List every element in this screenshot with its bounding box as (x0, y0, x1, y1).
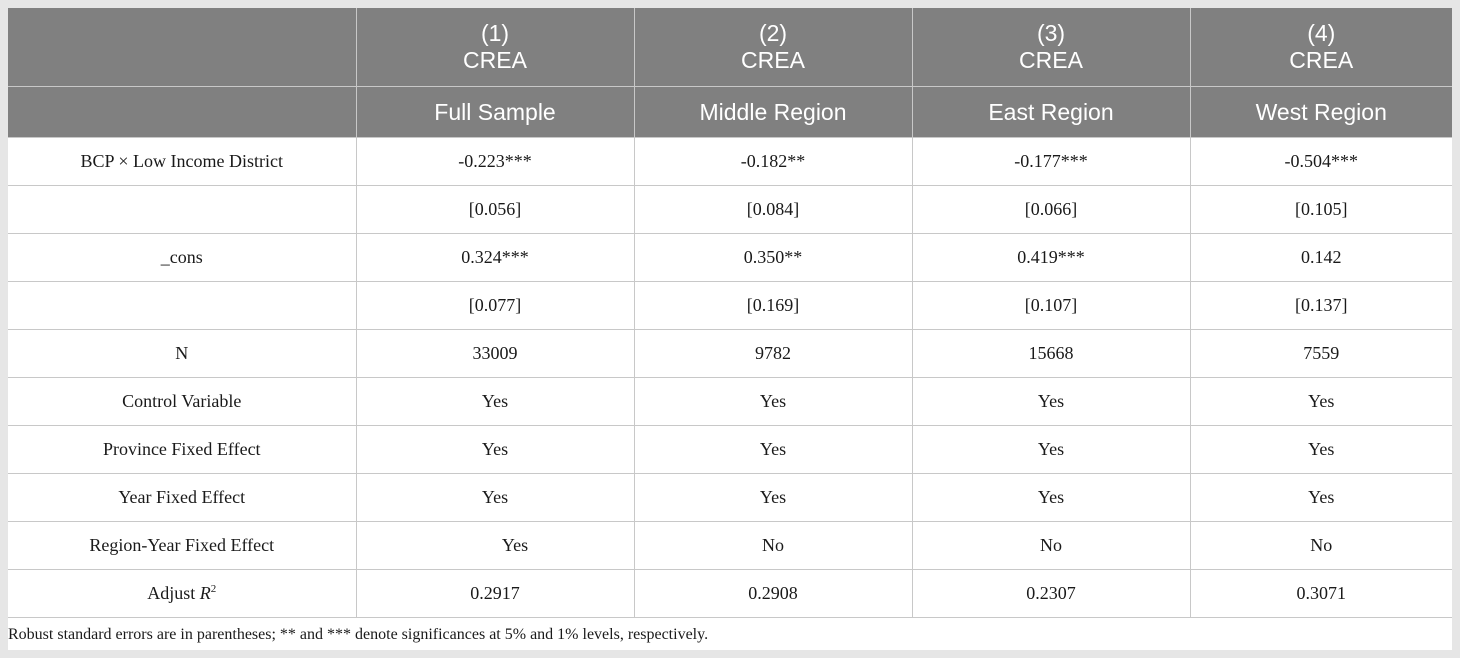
dependent-variable: CREA (1019, 47, 1083, 73)
table-row: BCP × Low Income District -0.223*** -0.1… (8, 137, 1452, 186)
header-row-samples: Full Sample Middle Region East Region We… (8, 86, 1452, 138)
table-cell: 0.324*** (355, 233, 634, 282)
dependent-variable: CREA (741, 47, 805, 73)
table-cell: Yes (1189, 473, 1452, 522)
table-cell: [0.066] (911, 185, 1190, 234)
table-cell: 7559 (1189, 329, 1452, 378)
table-cell: 0.2908 (633, 569, 912, 618)
table-cell: Yes (1189, 425, 1452, 474)
table-cell: 0.3071 (1189, 569, 1452, 618)
table-cell: Yes (355, 521, 634, 570)
sample-label-2: Middle Region (633, 86, 912, 138)
row-label: Year Fixed Effect (8, 473, 356, 522)
table-row: Year Fixed Effect Yes Yes Yes Yes (8, 473, 1452, 522)
table-cell: No (633, 521, 912, 570)
table-frame: (1) CREA (2) CREA (3) CREA (4) CREA (8, 8, 1452, 650)
table-cell: No (1189, 521, 1452, 570)
table-cell: 15668 (911, 329, 1190, 378)
sample-label-3: East Region (911, 86, 1190, 138)
row-label: _cons (8, 233, 356, 282)
row-label (8, 185, 356, 234)
sample-label-4: West Region (1189, 86, 1452, 138)
header-corner-lower (8, 86, 356, 138)
table-cell: Yes (911, 377, 1190, 426)
table-cell: 33009 (355, 329, 634, 378)
table-cell: Yes (1189, 377, 1452, 426)
table-cell: 0.142 (1189, 233, 1452, 282)
header-row-models: (1) CREA (2) CREA (3) CREA (4) CREA (8, 8, 1452, 87)
table-cell: [0.084] (633, 185, 912, 234)
table-cell: [0.077] (355, 281, 634, 330)
table-row: Control Variable Yes Yes Yes Yes (8, 377, 1452, 426)
row-label-variable: R (199, 583, 211, 603)
table-cell: -0.504*** (1189, 137, 1452, 186)
table-cell: -0.182** (633, 137, 912, 186)
row-label: Province Fixed Effect (8, 425, 356, 474)
table-cell: Yes (633, 425, 912, 474)
table-cell: Yes (355, 377, 634, 426)
column-number: (2) (758, 20, 788, 46)
table-cell: Yes (633, 473, 912, 522)
row-label: Control Variable (8, 377, 356, 426)
table-cell: 0.2917 (355, 569, 634, 618)
table-cell: No (911, 521, 1190, 570)
table-cell: Yes (355, 425, 634, 474)
table-cell: Yes (911, 473, 1190, 522)
dependent-variable: CREA (463, 47, 527, 73)
regression-table: (1) CREA (2) CREA (3) CREA (4) CREA (8, 8, 1452, 618)
table-row: Province Fixed Effect Yes Yes Yes Yes (8, 425, 1452, 474)
table-cell: 9782 (633, 329, 912, 378)
table-cell: 0.419*** (911, 233, 1190, 282)
table-row: N 33009 9782 15668 7559 (8, 329, 1452, 378)
table-cell: 0.350** (633, 233, 912, 282)
row-label: N (8, 329, 356, 378)
table-cell: [0.137] (1189, 281, 1452, 330)
row-label: Adjust R2 (8, 569, 356, 618)
column-header-3: (3) CREA (911, 8, 1190, 87)
table-row: [0.077] [0.169] [0.107] [0.137] (8, 281, 1452, 330)
table-cell: 0.2307 (911, 569, 1190, 618)
table-cell: -0.177*** (911, 137, 1190, 186)
table-cell: -0.223*** (355, 137, 634, 186)
row-label-superscript: 2 (210, 583, 217, 595)
table-cell: [0.169] (633, 281, 912, 330)
table-cell: Yes (633, 377, 912, 426)
table-cell: [0.107] (911, 281, 1190, 330)
table-row: Region-Year Fixed Effect Yes No No No (8, 521, 1452, 570)
table-cell: Yes (355, 473, 634, 522)
dependent-variable: CREA (1289, 47, 1354, 73)
table-row: Adjust R2 0.2917 0.2908 0.2307 0.3071 (8, 569, 1452, 618)
column-header-4: (4) CREA (1189, 8, 1452, 87)
table-row: _cons 0.324*** 0.350** 0.419*** 0.142 (8, 233, 1452, 282)
column-number: (3) (1036, 20, 1066, 46)
sample-label-1: Full Sample (355, 86, 634, 138)
table-cell: Yes (911, 425, 1190, 474)
table-footnote: Robust standard errors are in parenthese… (8, 626, 709, 643)
column-header-2: (2) CREA (633, 8, 912, 87)
header-corner (8, 8, 356, 87)
row-label: BCP × Low Income District (8, 137, 356, 186)
column-number: (1) (480, 20, 510, 46)
table-cell: [0.056] (355, 185, 634, 234)
row-label (8, 281, 356, 330)
cell-value: Yes (501, 535, 529, 555)
column-header-1: (1) CREA (355, 8, 634, 87)
column-number: (4) (1307, 20, 1336, 46)
row-label-prefix: Adjust (147, 583, 200, 603)
table-row: [0.056] [0.084] [0.066] [0.105] (8, 185, 1452, 234)
table-cell: [0.105] (1189, 185, 1452, 234)
row-label: Region-Year Fixed Effect (8, 521, 356, 570)
